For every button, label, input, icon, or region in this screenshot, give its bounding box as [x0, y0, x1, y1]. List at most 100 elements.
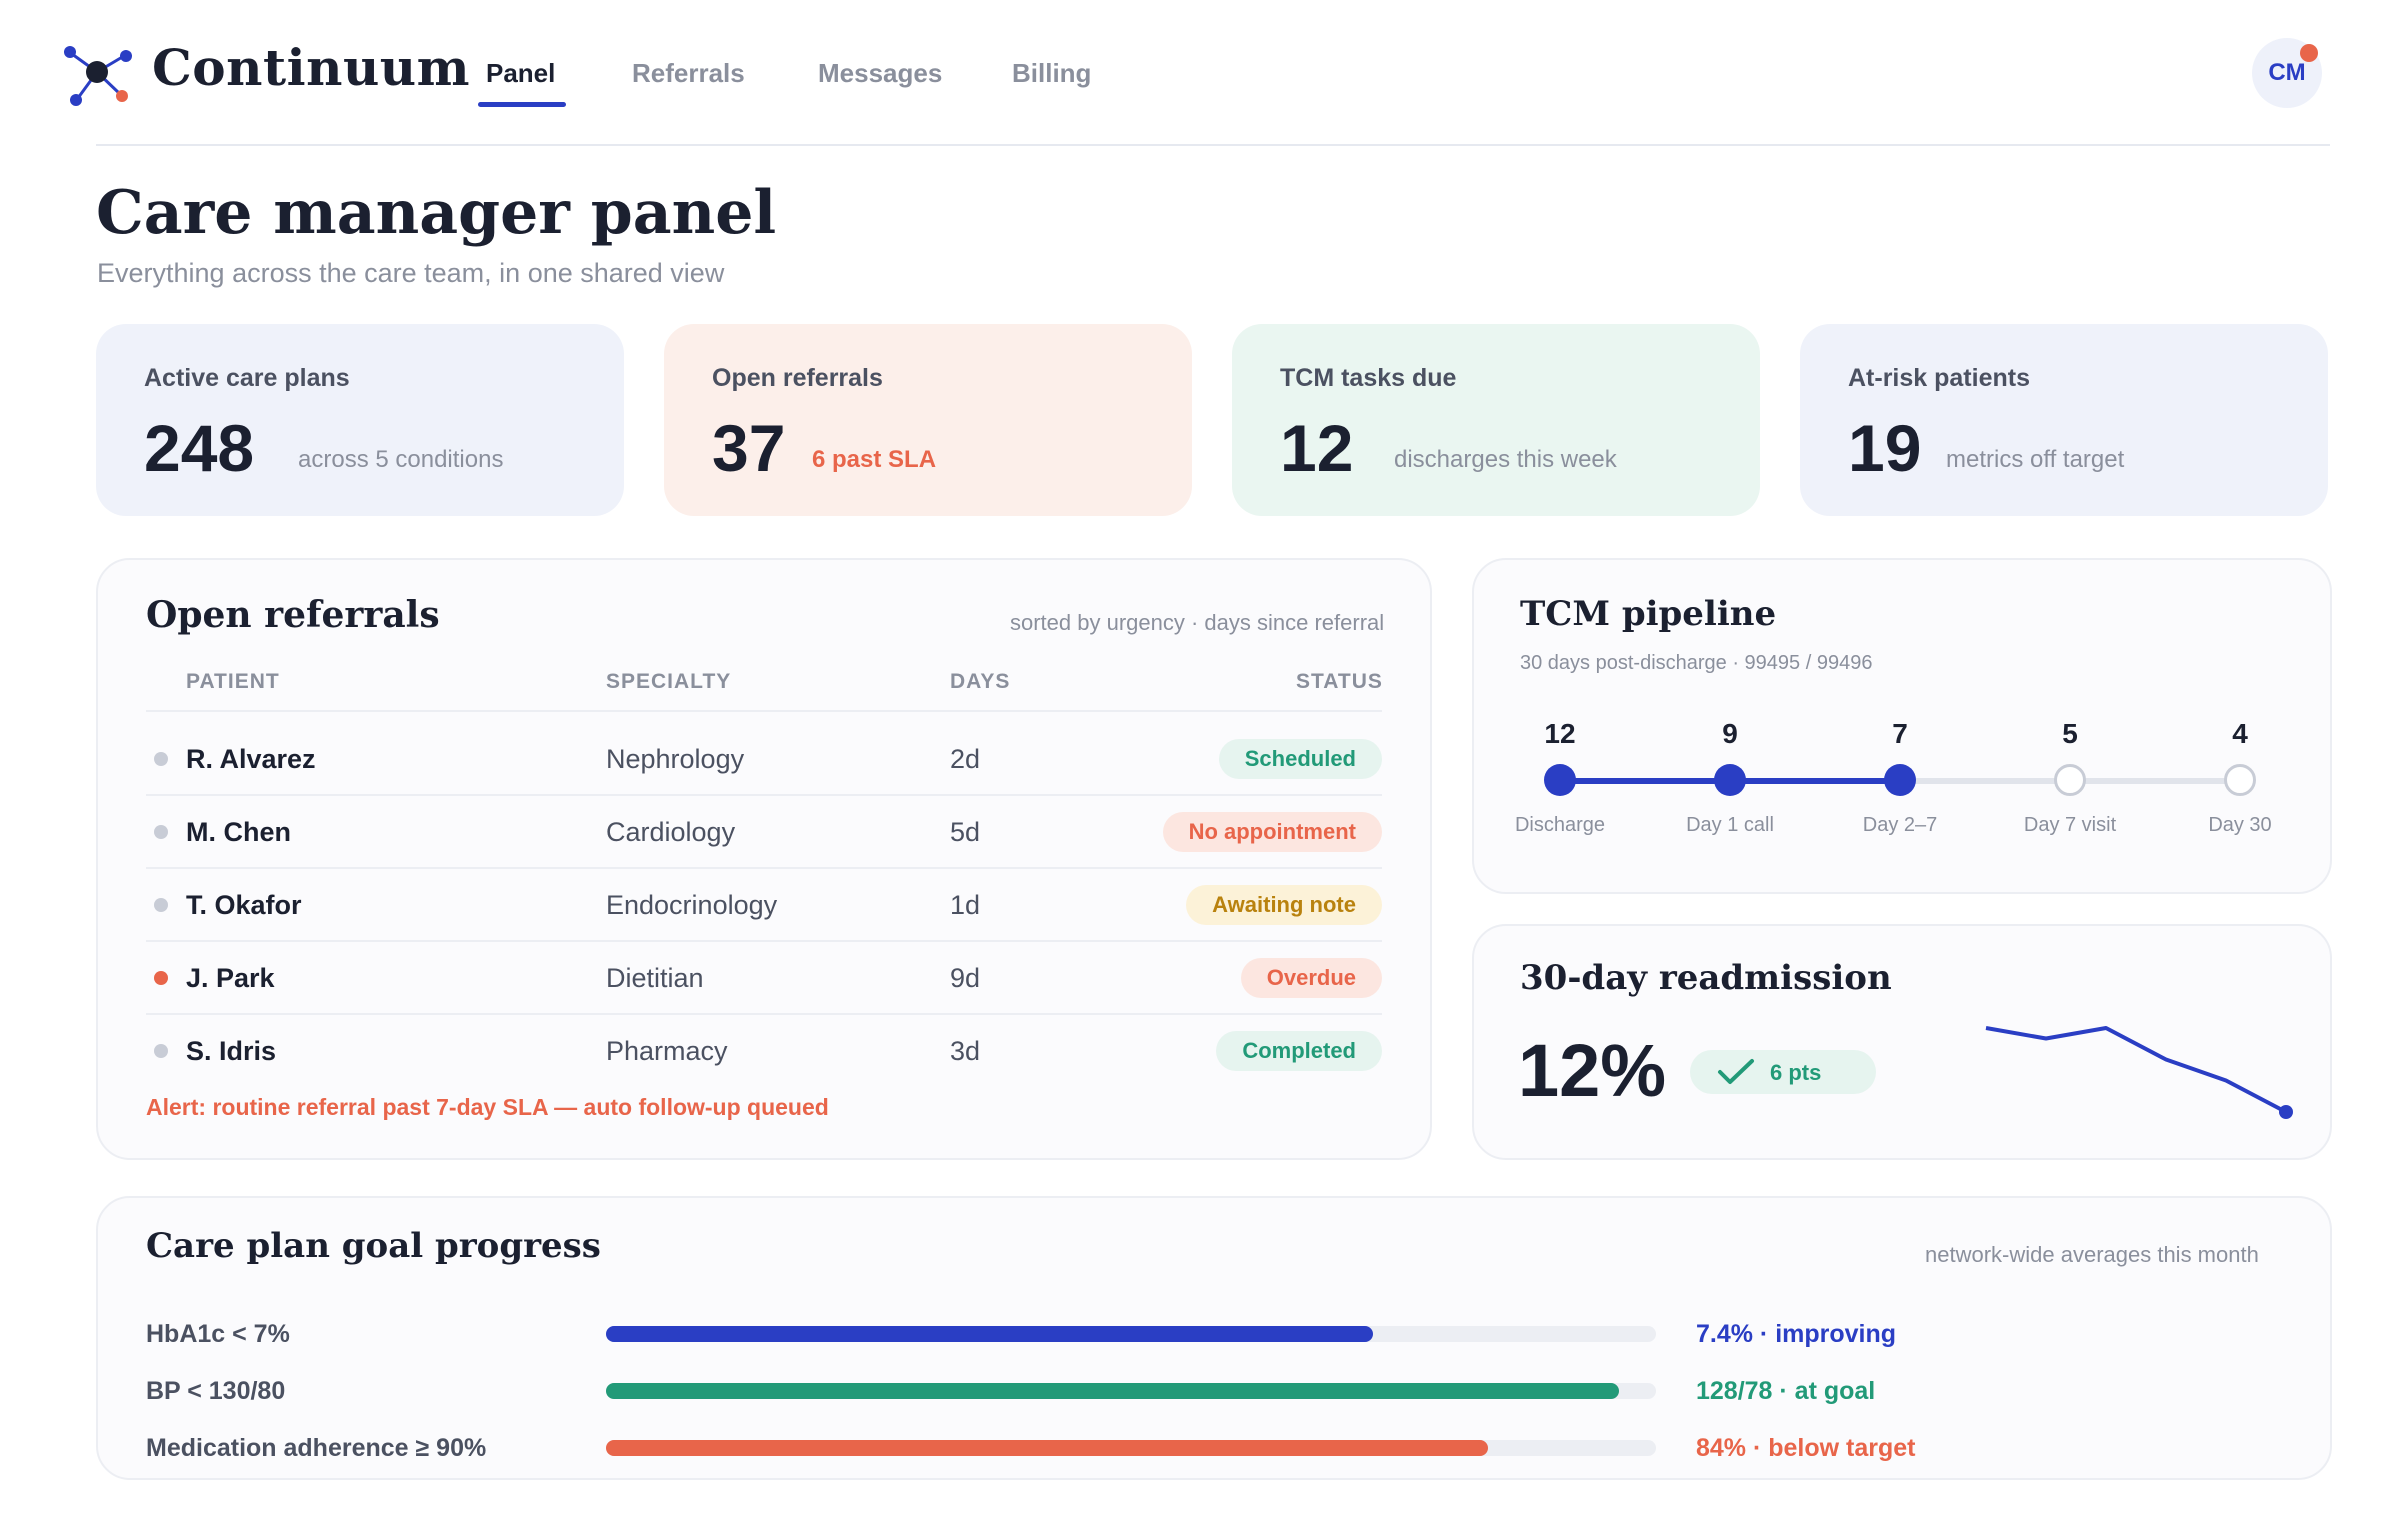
stage-count: 4	[2232, 718, 2248, 749]
patient-name: T. Okafor	[186, 890, 302, 920]
table-row[interactable]: S. Idris Pharmacy 3d Completed	[146, 1014, 1382, 1086]
stage-node-pending[interactable]	[2224, 764, 2256, 796]
tab-messages[interactable]: Messages	[818, 58, 943, 88]
readmission-rate: 12%	[1518, 1029, 1667, 1112]
status-badge: Completed	[1216, 1031, 1382, 1071]
column-header-days[interactable]: DAYS	[950, 670, 1011, 693]
goal-progress-bar	[606, 1440, 1656, 1456]
sla-alert-message: Alert: routine referral past 7-day SLA —…	[146, 1094, 829, 1120]
sparkline-trend-line	[1985, 1026, 2287, 1114]
goal-label: Medication adherence ≥ 90%	[146, 1434, 487, 1462]
tab-billing[interactable]: Billing	[1012, 58, 1092, 88]
kpi-value: 248	[144, 411, 255, 485]
readmission-trend-sparkline	[1985, 1026, 2293, 1119]
status-badge: Awaiting note	[1186, 885, 1382, 925]
active-tab-indicator	[478, 102, 566, 107]
specialty: Cardiology	[606, 817, 736, 847]
readmission-delta-badge: 6 pts	[1690, 1050, 1876, 1094]
table-row[interactable]: R. Alvarez Nephrology 2d Scheduled	[146, 722, 1382, 794]
referrals-card	[96, 558, 1432, 1160]
specialty: Nephrology	[606, 744, 745, 774]
sparkline-latest-point	[2279, 1105, 2293, 1119]
header-divider	[96, 144, 2330, 146]
patient-name: M. Chen	[186, 817, 291, 847]
readmission-card	[1472, 924, 2332, 1160]
checkmark-icon	[1718, 1059, 1754, 1084]
column-header-patient[interactable]: PATIENT	[186, 670, 280, 693]
stage-count: 12	[1544, 718, 1576, 749]
readmission-title: 30-day readmission	[1520, 958, 1892, 998]
goal-label: HbA1c < 7%	[146, 1320, 290, 1348]
kpi-value: 37	[712, 411, 786, 485]
brand-name: Continuum	[152, 38, 471, 97]
delta-value: 6 pts	[1770, 1060, 1822, 1085]
days-open: 2d	[950, 744, 981, 774]
status-badge: Overdue	[1240, 958, 1382, 998]
goal-progress-fill	[606, 1326, 1373, 1342]
goal-label: BP < 130/80	[146, 1377, 286, 1405]
row-divider	[146, 940, 1382, 942]
top-bar: Continuum Panel Referrals Messages Billi…	[0, 0, 2400, 148]
tab-referrals[interactable]: Referrals	[632, 58, 745, 88]
row-divider	[146, 1013, 1382, 1015]
stage-label: Discharge	[1514, 814, 1606, 836]
kpi-open-referrals[interactable]: Open referrals 37 6 past SLA	[664, 324, 1192, 516]
priority-dot	[154, 752, 168, 766]
column-header-specialty[interactable]: SPECIALTY	[606, 670, 732, 693]
notification-badge	[2300, 44, 2318, 62]
goal-progress-bar	[606, 1383, 1656, 1399]
tab-panel[interactable]: Panel	[486, 58, 556, 88]
row-divider	[146, 794, 1382, 796]
stage-node-complete[interactable]	[1884, 764, 1916, 796]
stage-label: Day 2–7	[1862, 814, 1938, 836]
stage-count: 9	[1722, 718, 1738, 749]
patient-name: S. Idris	[186, 1036, 277, 1066]
referrals-title: Open referrals	[146, 594, 440, 636]
stage-label: Day 1 call	[1686, 814, 1774, 836]
stage-count: 5	[2062, 718, 2078, 749]
kpi-note: metrics off target	[1946, 446, 2125, 473]
kpi-label: Open referrals	[712, 364, 883, 392]
goal-progress-fill	[606, 1383, 1620, 1399]
kpi-note: discharges this week	[1394, 446, 1617, 473]
stage-node-pending[interactable]	[2054, 764, 2086, 796]
stage-count: 7	[1892, 718, 1908, 749]
priority-dot	[154, 971, 168, 985]
page-subtitle: Everything across the care team, in one …	[97, 258, 725, 288]
page-title: Care manager panel	[96, 178, 777, 248]
kpi-label: Active care plans	[144, 364, 350, 392]
priority-dot	[154, 825, 168, 839]
tcm-title: TCM pipeline	[1520, 594, 1777, 634]
column-header-status[interactable]: STATUS	[1296, 670, 1383, 693]
kpi-active-care-plans[interactable]: Active care plans 248 across 5 condition…	[96, 324, 624, 516]
stage-label: Day 7 visit	[2023, 814, 2117, 836]
table-row[interactable]: T. Okafor Endocrinology 1d Awaiting note	[146, 868, 1382, 940]
goal-progress-fill	[606, 1440, 1488, 1456]
continuum-logo-icon	[64, 46, 132, 106]
kpi-note: 6 past SLA	[812, 446, 937, 473]
specialty: Pharmacy	[606, 1036, 728, 1066]
patient-name: R. Alvarez	[186, 744, 316, 774]
kpi-at-risk-patients[interactable]: At-risk patients 19 metrics off target	[1800, 324, 2328, 516]
table-row[interactable]: M. Chen Cardiology 5d No appointment	[146, 795, 1382, 867]
kpi-value: 12	[1280, 411, 1354, 485]
tcm-subtitle: 30 days post-discharge · 99495 / 99496	[1520, 652, 1873, 674]
stage-label: Day 30	[2208, 814, 2272, 836]
kpi-tcm-tasks-due[interactable]: TCM tasks due 12 discharges this week	[1232, 324, 1760, 516]
goal-progress-title: Care plan goal progress	[146, 1226, 601, 1266]
goal-value: 7.4% · improving	[1696, 1320, 1897, 1348]
status-badge: Scheduled	[1218, 739, 1382, 779]
days-open: 9d	[950, 963, 981, 993]
table-row[interactable]: J. Park Dietitian 9d Overdue	[146, 941, 1382, 1013]
goal-progress-note: network-wide averages this month	[1925, 1242, 2259, 1267]
specialty: Endocrinology	[606, 890, 778, 920]
referrals-sort-note: sorted by urgency · days since referral	[1010, 610, 1385, 635]
days-open: 5d	[950, 817, 981, 847]
table-header-divider	[146, 710, 1382, 712]
stage-node-complete[interactable]	[1544, 764, 1576, 796]
priority-dot	[154, 898, 168, 912]
kpi-label: TCM tasks due	[1280, 364, 1457, 392]
stage-node-complete[interactable]	[1714, 764, 1746, 796]
goal-value: 84% · below target	[1696, 1434, 1916, 1462]
specialty: Dietitian	[606, 963, 704, 993]
